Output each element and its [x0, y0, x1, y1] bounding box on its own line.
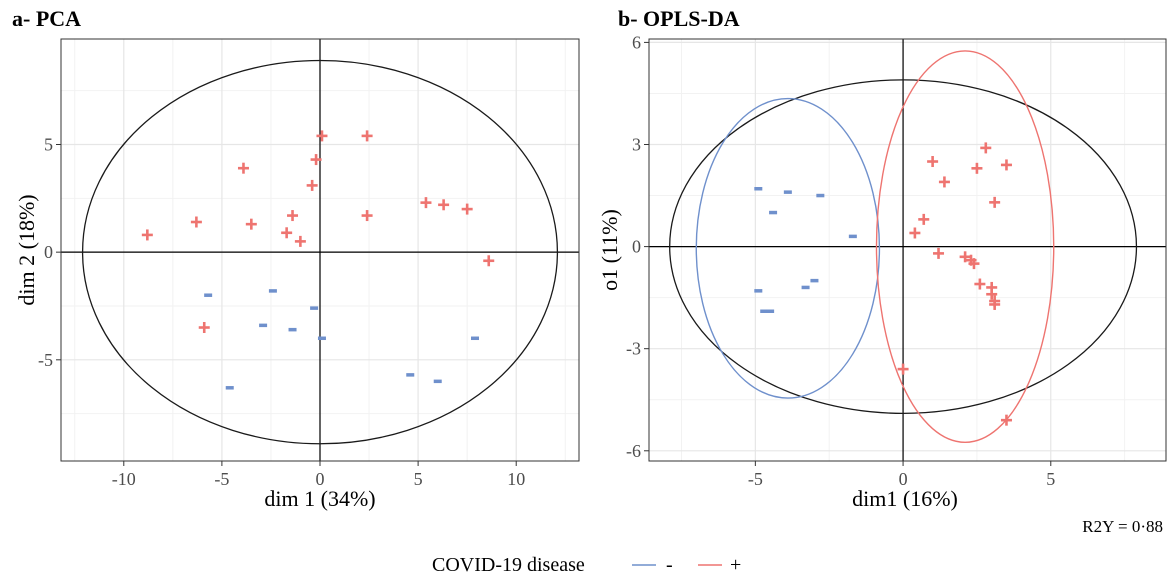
- pca-point-positive: [287, 210, 299, 222]
- opls-da-point-positive: [909, 227, 921, 239]
- pca-title: a- PCA: [12, 6, 81, 31]
- opls-da-y-tick-label: 0: [632, 237, 641, 257]
- opls-da-point-positive: [897, 363, 909, 375]
- pca-point-positive: [316, 130, 328, 142]
- opls-da-y-tick-label: 6: [632, 32, 641, 52]
- opls-da-point-positive: [959, 251, 971, 263]
- opls-da-point-positive: [938, 176, 950, 188]
- pca-panel: a- PCA -10 -5 0 5 10 -5 0 5 dim 1 (34%) dim 2 (…: [12, 6, 580, 511]
- pca-point-positive: [190, 216, 202, 228]
- pca-point-positive: [310, 154, 322, 166]
- pca-y-axis-label: dim 2 (18%): [14, 194, 39, 305]
- opls-da-group-ellipse: [695, 97, 881, 399]
- pca-point-positive: [461, 203, 473, 215]
- opls-da-x-tick-label: 5: [1046, 469, 1055, 489]
- opls-da-point-positive: [971, 162, 983, 174]
- opls-da-title: b- OPLS-DA: [618, 6, 740, 31]
- legend-plus-label: +: [730, 554, 741, 576]
- opls-da-panel-border: [648, 38, 1167, 462]
- pca-x-tick-label: 10: [507, 469, 525, 489]
- pca-point-positive: [438, 199, 450, 211]
- pca-point-positive: [306, 179, 318, 191]
- pca-x-tick-label: 0: [316, 469, 325, 489]
- opls-da-point-positive: [989, 298, 1001, 310]
- pca-point-positive: [141, 229, 153, 241]
- pca-point-positive: [361, 130, 373, 142]
- pca-point-positive: [294, 235, 306, 247]
- pca-x-tick-label: -10: [112, 469, 136, 489]
- pca-point-positive: [198, 322, 210, 334]
- opls-da-point-positive: [933, 247, 945, 259]
- pca-point-positive: [237, 162, 249, 174]
- pca-x-tick-label: -5: [214, 469, 229, 489]
- opls-da-y-tick-label: -3: [626, 339, 641, 359]
- pca-point-positive: [483, 255, 495, 267]
- opls-da-point-positive: [980, 142, 992, 154]
- opls-da-x-axis-label: dim1 (16%): [852, 486, 958, 511]
- r2y-annotation: R2Y = 0·88: [1082, 517, 1163, 536]
- opls-da-x-tick-label: 0: [899, 469, 908, 489]
- opls-da-point-positive: [968, 258, 980, 270]
- opls-da-point-positive: [1000, 159, 1012, 171]
- opls-da-point-positive: [989, 196, 1001, 208]
- pca-confidence-ellipse: [81, 59, 559, 445]
- pca-point-positive: [361, 210, 373, 222]
- pca-y-tick-label: -5: [38, 350, 53, 370]
- opls-da-point-positive: [918, 213, 930, 225]
- opls-da-point-positive: [986, 288, 998, 300]
- opls-da-point-positive: [1000, 414, 1012, 426]
- pca-y-tick-label: 0: [44, 242, 53, 262]
- pca-point-positive: [281, 227, 293, 239]
- opls-da-point-positive: [974, 278, 986, 290]
- pca-y-tick-label: 5: [44, 135, 53, 155]
- pca-x-axis-label: dim 1 (34%): [264, 486, 375, 511]
- opls-da-x-tick-label: -5: [748, 469, 763, 489]
- legend: COVID-19 disease - +: [432, 554, 741, 576]
- opls-da-panel: b- OPLS-DA -5 0 5 -6 -3 0 3 6 dim1 (16%) o1 (11…: [597, 6, 1167, 536]
- opls-da-y-axis-label: o1 (11%): [597, 209, 622, 291]
- opls-da-y-tick-label: 3: [632, 135, 641, 155]
- opls-da-confidence-ellipse: [669, 79, 1138, 415]
- pca-x-tick-label: 5: [414, 469, 423, 489]
- opls-da-point-positive: [927, 156, 939, 168]
- legend-minus-label: -: [666, 554, 673, 576]
- pca-point-positive: [420, 197, 432, 209]
- opls-da-group-ellipse: [875, 50, 1055, 443]
- opls-da-y-tick-label: -6: [626, 441, 641, 461]
- pca-point-positive: [245, 218, 257, 230]
- legend-title: COVID-19 disease: [432, 554, 585, 576]
